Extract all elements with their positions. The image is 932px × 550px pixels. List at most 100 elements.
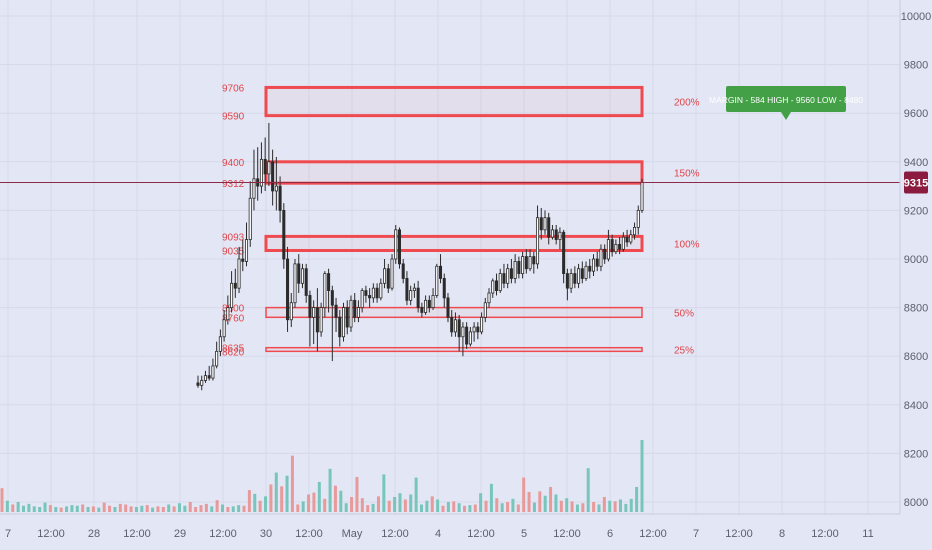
candle-body: [323, 273, 327, 308]
candle-body: [569, 273, 573, 289]
time-tick-label: 7: [5, 528, 11, 540]
candle: [606, 229, 610, 262]
candle-body: [580, 268, 584, 279]
candle-body: [338, 316, 342, 338]
candle: [569, 268, 573, 294]
time-axis[interactable]: 7 12:00 28 12:00 29 12:00 30 12:00 May 12:00 4 12:0…: [0, 513, 900, 540]
candle: [528, 249, 532, 272]
candle-body: [416, 287, 420, 309]
candle-body: [439, 265, 443, 279]
volume-bar: [463, 505, 467, 512]
price-axis[interactable]: 10000 9800 9600 9400 9200 9000 8800 8600 8400 820…: [901, 11, 932, 509]
candle-body: [200, 380, 204, 386]
volume-bar: [516, 504, 520, 512]
candle-body: [453, 319, 457, 333]
candle: [334, 297, 338, 332]
candle-body: [554, 229, 558, 240]
candle: [603, 244, 607, 264]
candle-body: [532, 256, 536, 265]
volume-bar: [48, 505, 52, 512]
volume-bar: [602, 496, 606, 512]
volume-bar: [296, 504, 300, 512]
candle-body: [565, 273, 569, 289]
candle-body: [539, 217, 543, 231]
volume-bar: [597, 504, 601, 512]
candle-body: [196, 382, 200, 386]
candle: [222, 310, 226, 342]
candle: [565, 268, 569, 301]
candle: [439, 254, 443, 284]
candle-body: [640, 182, 644, 211]
volume-bar: [355, 476, 359, 512]
volume-bar: [371, 503, 375, 512]
candle-body: [267, 161, 271, 175]
candle-body: [330, 290, 334, 306]
candle: [487, 288, 491, 308]
volume-bar: [522, 477, 526, 512]
volume-bar: [382, 474, 386, 512]
candle: [390, 254, 394, 291]
candle-body: [218, 336, 222, 352]
candle: [237, 246, 241, 294]
candle: [356, 300, 360, 323]
volume-bar: [231, 506, 235, 512]
time-tick-label: 29: [174, 528, 186, 540]
target-zone-box: [264, 160, 644, 185]
candle: [584, 261, 588, 281]
candle-body: [412, 287, 416, 291]
volume-bar: [592, 501, 596, 512]
info-callout-text: MARGIN - 584 HIGH - 9560 LOW - 8480: [709, 95, 863, 105]
candle: [599, 244, 603, 272]
volume-bar: [242, 505, 246, 512]
candle: [379, 278, 383, 301]
time-tick-label: 12:00: [811, 528, 839, 540]
volume-bar: [344, 503, 348, 512]
time-tick-label: 12:00: [639, 528, 667, 540]
price-tick-label: 10000: [901, 11, 932, 23]
volume-bar: [285, 475, 289, 512]
volume-bar: [549, 486, 553, 512]
volume-bar: [161, 506, 165, 512]
candle: [491, 278, 495, 298]
candle: [368, 288, 372, 308]
candle: [327, 268, 331, 313]
candle: [386, 263, 390, 294]
volume-bar: [441, 505, 445, 512]
volume-bar: [543, 495, 547, 512]
candle-body: [353, 299, 357, 318]
candle-body: [420, 307, 424, 313]
volume-bar: [134, 506, 138, 512]
candle-body: [405, 278, 409, 301]
candle: [394, 224, 398, 264]
candle-body: [293, 263, 297, 304]
candle: [230, 271, 234, 313]
volume-bar: [172, 506, 176, 512]
volume-bar: [264, 496, 268, 512]
candle: [330, 285, 334, 362]
candle-body: [263, 158, 267, 175]
info-callout[interactable]: MARGIN - 584 HIGH - 9560 LOW - 8480: [709, 86, 863, 120]
candle: [405, 271, 409, 306]
candle-body: [450, 316, 454, 333]
volume-bar: [436, 499, 440, 512]
candle: [513, 254, 517, 284]
volume-bar: [581, 503, 585, 512]
candle: [625, 229, 629, 247]
candle-body: [547, 217, 551, 238]
volume-bar: [140, 505, 144, 512]
zone-bottom-label: 8760: [222, 313, 245, 324]
volume-bar: [446, 501, 450, 512]
candle: [539, 207, 543, 240]
candle-body: [259, 158, 263, 187]
volume-bar: [629, 498, 633, 512]
candle-body: [442, 278, 446, 299]
zone-bottom-label: 9035: [222, 246, 245, 257]
candle: [345, 300, 349, 335]
price-tick-label: 8000: [904, 497, 928, 509]
candle: [241, 239, 245, 272]
candle-body: [278, 185, 282, 211]
volume-bar: [124, 504, 128, 512]
candle-body: [308, 295, 312, 318]
